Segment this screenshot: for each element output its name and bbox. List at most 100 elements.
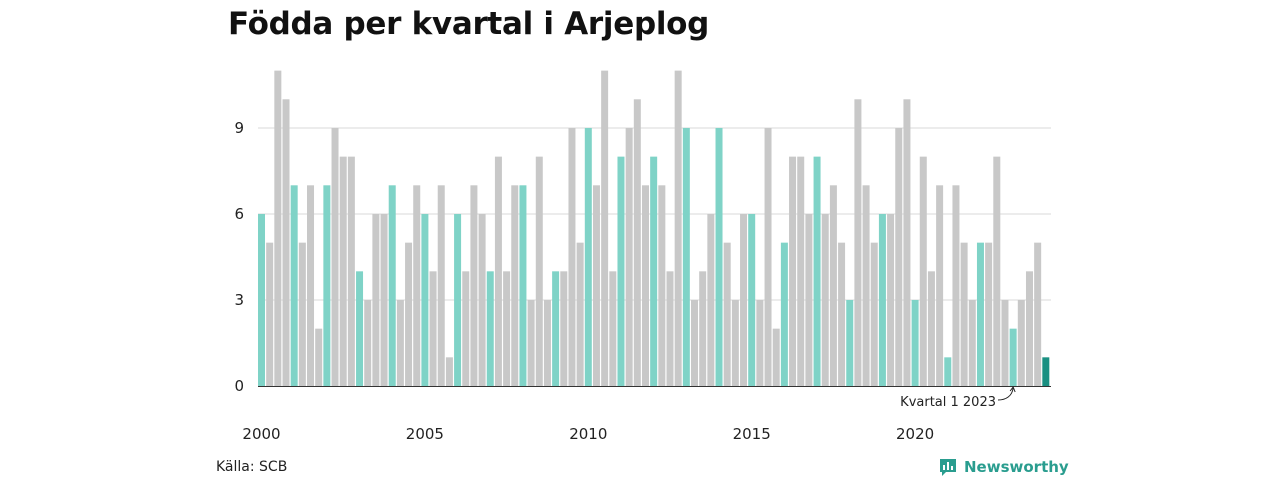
bar xyxy=(658,185,666,386)
bar xyxy=(870,242,878,386)
bar xyxy=(494,156,502,386)
bar xyxy=(266,242,274,386)
annotation-text: Kvartal 1 2023 xyxy=(900,395,996,410)
bar xyxy=(405,242,413,386)
bar xyxy=(560,271,568,386)
chart-title: Födda per kvartal i Arjeplog xyxy=(228,6,710,42)
newsworthy-icon xyxy=(940,459,956,476)
bar xyxy=(838,242,846,386)
bar xyxy=(478,213,486,386)
x-tick-label: 2010 xyxy=(569,425,607,443)
bar xyxy=(633,99,641,387)
bar xyxy=(862,185,870,386)
bar xyxy=(1034,242,1042,386)
bar xyxy=(878,213,886,386)
bar xyxy=(617,156,625,386)
bar xyxy=(715,127,723,386)
bar xyxy=(331,127,339,386)
bar xyxy=(503,271,511,386)
bar xyxy=(552,271,560,386)
y-axis-ticks: 0 3 6 9 xyxy=(234,119,244,395)
bar xyxy=(535,156,543,386)
bar xyxy=(985,242,993,386)
bar xyxy=(707,213,715,386)
bar xyxy=(666,271,674,386)
bar xyxy=(699,271,707,386)
bar xyxy=(323,185,331,386)
x-tick-label: 2015 xyxy=(733,425,771,443)
brand-logo: Newsworthy xyxy=(938,457,1069,477)
bar xyxy=(315,328,323,386)
bar xyxy=(568,127,576,386)
annotation-arrowhead xyxy=(1009,385,1016,393)
bar xyxy=(797,156,805,386)
bar xyxy=(723,242,731,386)
y-tick-label: 3 xyxy=(234,291,244,309)
bar xyxy=(1001,299,1009,386)
bar xyxy=(805,213,813,386)
x-tick-label: 2005 xyxy=(406,425,444,443)
bar xyxy=(356,271,364,386)
bar xyxy=(462,271,470,386)
bar xyxy=(829,185,837,386)
bar xyxy=(527,299,535,386)
bar xyxy=(821,213,829,386)
bar xyxy=(772,328,780,386)
bar xyxy=(789,156,797,386)
bar xyxy=(1042,357,1050,386)
bar xyxy=(936,185,944,386)
bar xyxy=(952,185,960,386)
x-tick-label: 2020 xyxy=(896,425,934,443)
bar xyxy=(421,213,429,386)
bar xyxy=(470,185,478,386)
bar xyxy=(519,185,527,386)
bar xyxy=(282,99,290,387)
bar xyxy=(756,299,764,386)
annotation-arrow xyxy=(997,387,1014,401)
bar xyxy=(364,299,372,386)
bar xyxy=(748,213,756,386)
source-note: Källa: SCB xyxy=(216,459,288,475)
bar xyxy=(339,156,347,386)
bar xyxy=(609,271,617,386)
bar xyxy=(307,185,315,386)
bar xyxy=(854,99,862,387)
bar xyxy=(919,156,927,386)
bar xyxy=(429,271,437,386)
bar xyxy=(413,185,421,386)
bar xyxy=(944,357,952,386)
bar xyxy=(576,242,584,386)
bar xyxy=(682,127,690,386)
bar xyxy=(625,127,633,386)
bar xyxy=(1025,271,1033,386)
bar xyxy=(258,213,265,386)
bar xyxy=(731,299,739,386)
bar xyxy=(437,185,445,386)
y-tick-label: 0 xyxy=(234,377,244,395)
bar xyxy=(380,213,388,386)
bar xyxy=(347,156,355,386)
y-tick-label: 6 xyxy=(234,205,244,223)
bar xyxy=(968,299,976,386)
latest-annotation: Kvartal 1 2023 xyxy=(900,385,1016,410)
bar xyxy=(641,185,649,386)
bar xyxy=(903,99,911,387)
bar xyxy=(592,185,600,386)
bar xyxy=(290,185,298,386)
bar xyxy=(993,156,1001,386)
bar xyxy=(1009,328,1017,386)
bar xyxy=(445,357,453,386)
bar xyxy=(674,70,682,386)
bar xyxy=(1017,299,1025,386)
bars xyxy=(258,70,1050,387)
bar xyxy=(740,213,748,386)
bar xyxy=(274,70,282,386)
bar xyxy=(887,213,895,386)
x-tick-label: 2000 xyxy=(242,425,280,443)
bar xyxy=(543,299,551,386)
bar xyxy=(813,156,821,386)
bar xyxy=(764,127,772,386)
brand-name: Newsworthy xyxy=(964,458,1069,476)
bar xyxy=(298,242,306,386)
